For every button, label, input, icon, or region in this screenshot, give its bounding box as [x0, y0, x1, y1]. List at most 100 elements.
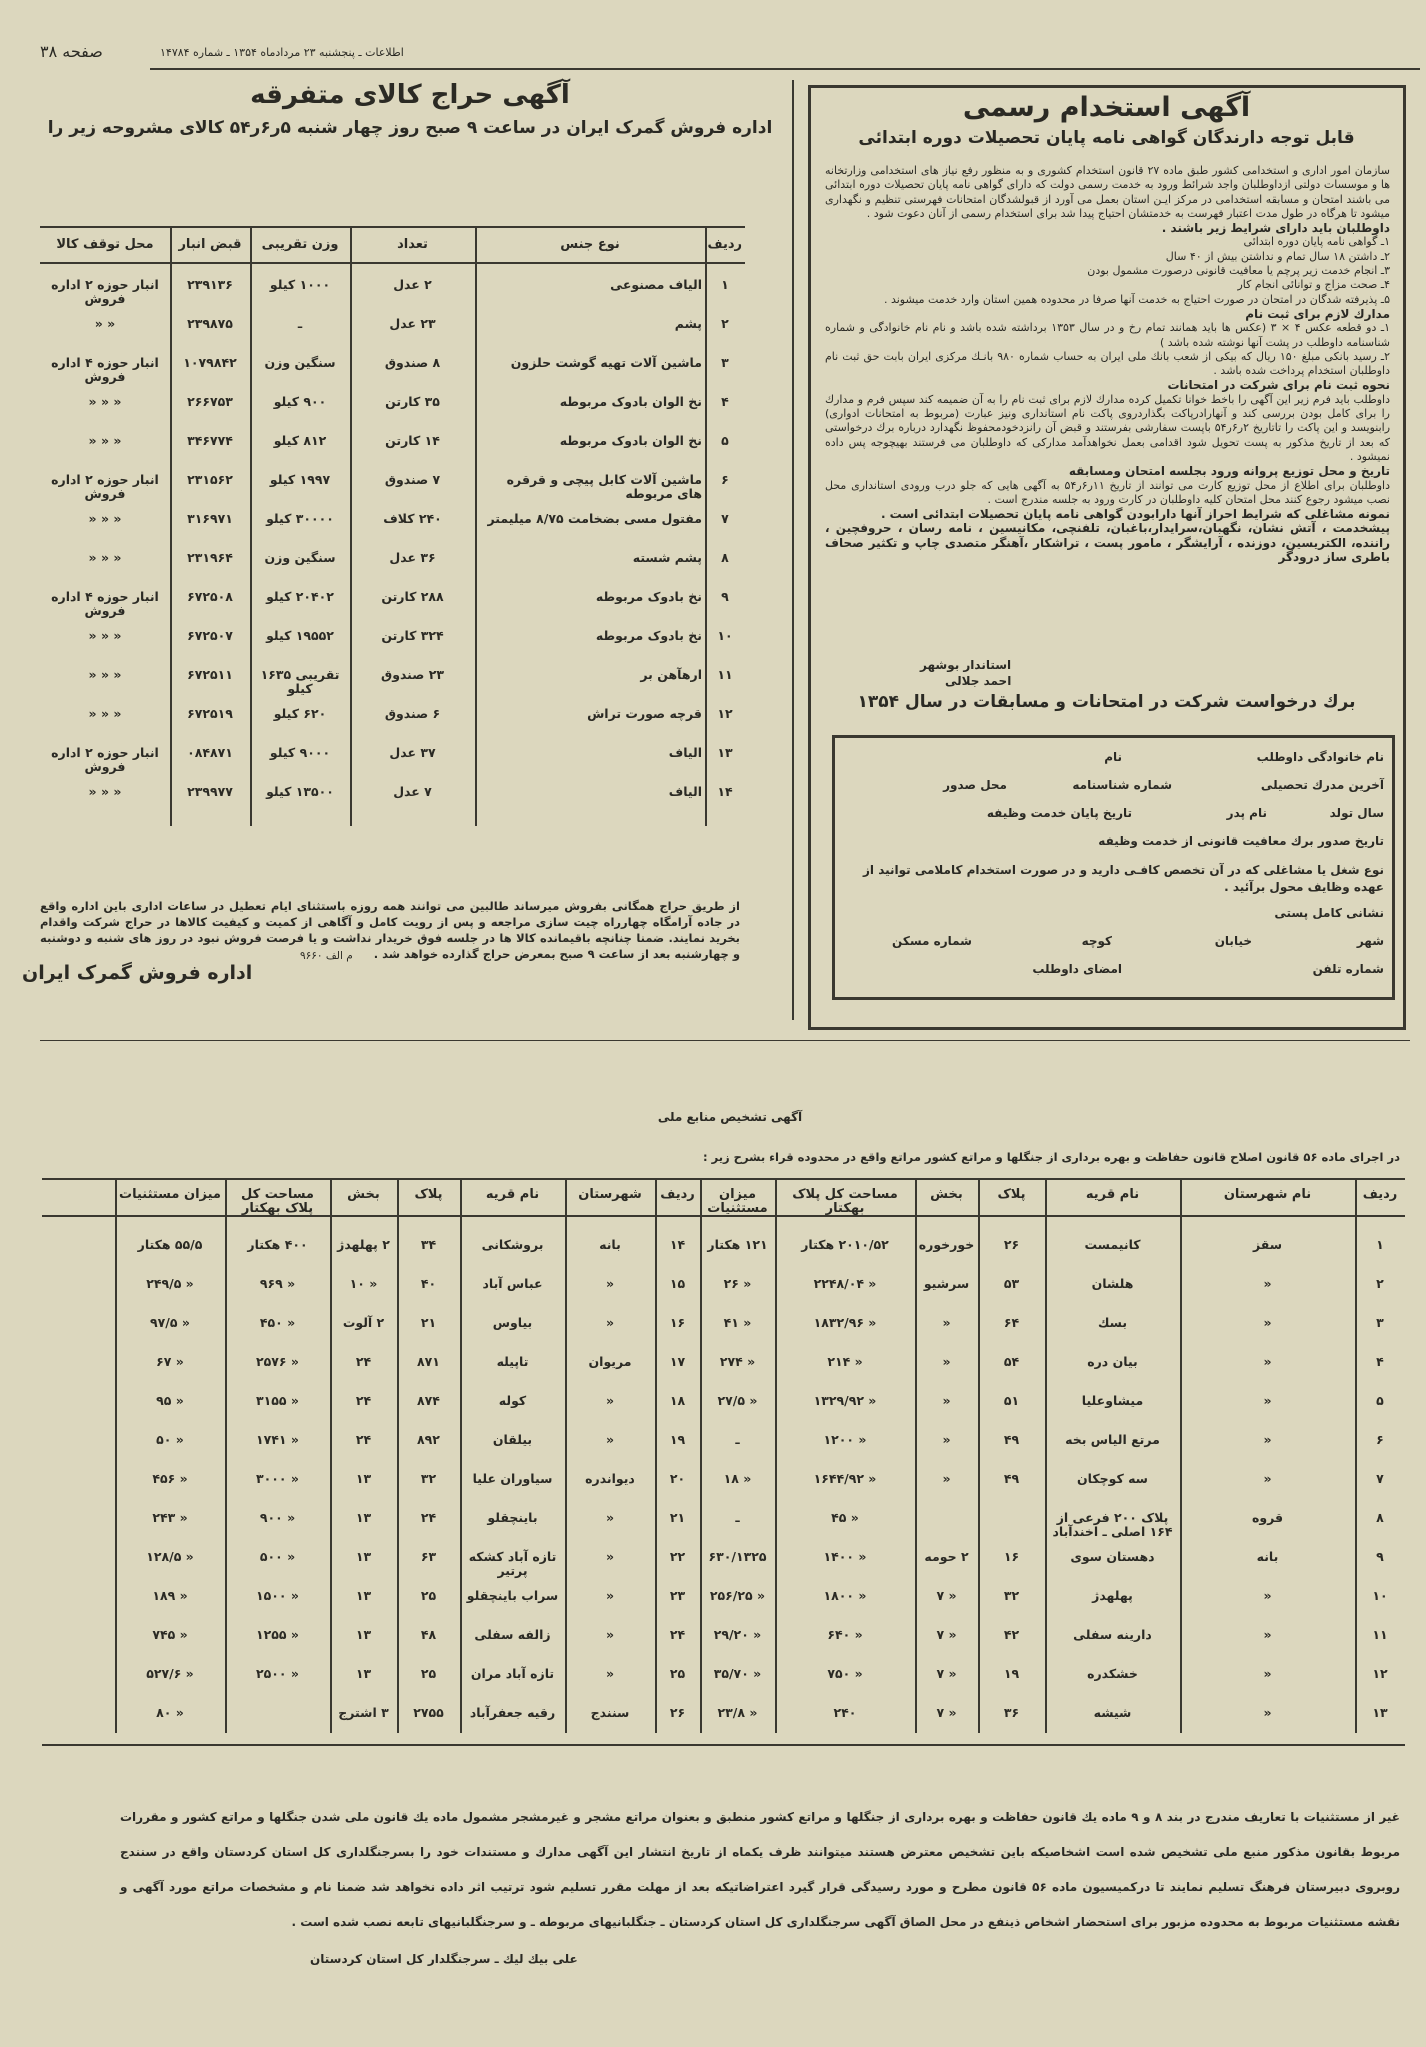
body-paragraph: سازمان امور اداری و استخدامی کشور طبق ما…	[825, 164, 1390, 220]
column-header: نام شهرستان	[1223, 1187, 1312, 1202]
table-row: ۵ « میشاوعلیا ۵۱ « « ۱۳۲۹/۹۲ « ۲۷/۵	[700, 1394, 1405, 1408]
table-cell: « « «	[88, 628, 122, 643]
table-cell: ۶۷۲۵۱۱	[187, 667, 233, 682]
table-cell: ۷ عدل	[393, 784, 432, 799]
table-row: ۴ « بیان دره ۵۴ « « ۲۱۴ « ۲۷۴	[700, 1355, 1405, 1369]
table-cell: « ۵۰	[156, 1432, 184, 1447]
body-paragraph: داوطلب باید فرم زیر این آگهی را باخط خوا…	[825, 392, 1391, 463]
table-cell: انبار حوزه ۲ اداره فروش	[51, 472, 159, 501]
table-cell: ۳۷ عدل	[389, 745, 436, 760]
table-cell: ۲۵	[420, 1666, 437, 1681]
table-row: ۲ « هلشان ۵۳ سرشیو « ۲۲۴۸/۰۴ « ۲۶	[700, 1277, 1405, 1291]
table-row: ۴ نخ الوان بادوک مربوطه ۳۵ کارتن ۹۰۰ کیلو ۲۶…	[40, 395, 745, 409]
table-cell: ۲۰	[669, 1471, 686, 1486]
table-cell: « ۳۰۰۰	[256, 1471, 299, 1486]
table-cell: « ۳۱۵۵	[256, 1393, 299, 1408]
table-row: ۹ نخ بادوک مربوطه ۲۸۸ کارتن ۲۰۴۰۲ کیلو ۶۷۲۵۰…	[40, 590, 745, 618]
field-family-name[interactable]: نام خانوادگی داوطلب	[1256, 750, 1384, 764]
field-service-end[interactable]: تاریخ پایان خدمت وظیفه	[986, 806, 1132, 820]
table-cell: ۱۳	[355, 1510, 372, 1525]
table-cell: ۵۴	[1003, 1354, 1020, 1369]
field-phone[interactable]: شماره تلفن	[1312, 962, 1384, 976]
table-cell: ۲۸۸ کارتن	[381, 589, 444, 604]
table-cell: « ۴۵	[831, 1510, 859, 1525]
table-cell: « « «	[88, 550, 122, 565]
field-father-name[interactable]: نام پدر	[1226, 806, 1267, 820]
table-cell: سنگین وزن	[264, 550, 336, 565]
table-cell: « ۱۸۹	[152, 1588, 188, 1603]
body-paragraph: تاریخ و محل توزیع پروانه ورود بجلسه امتح…	[1068, 464, 1390, 479]
field-id-number[interactable]: شماره شناسنامه	[1072, 778, 1172, 792]
table-row: ۶ ماشین آلات کابل پیچی و قرقره های مربوطه…	[40, 473, 745, 501]
table-cell: ۲۱	[669, 1510, 686, 1525]
field-city[interactable]: شهر	[1356, 934, 1384, 948]
table-row: ۱۴ بانه بروشکانی ۳۴ ۲ پهلهدژ ۴۰۰ هکتار ۵۵/۵ هک…	[115, 1238, 700, 1252]
field-signature[interactable]: امضای داوطلب	[1032, 962, 1122, 976]
field-last-degree[interactable]: آخرین مدرك تحصیلی	[1260, 778, 1384, 792]
body-paragraph: ۴ـ صحت مزاج و توانائی انجام کار	[1237, 278, 1390, 292]
table-cell: « ۲۹/۲۰	[713, 1627, 762, 1642]
table-cell: «	[1263, 1354, 1272, 1369]
table-row: ۱۴ الیاف ۷ عدل ۱۳۵۰۰ کیلو ۲۳۹۹۷۷ « « «	[40, 785, 745, 799]
table-cell: ۳۰۰۰۰ کیلو	[266, 511, 334, 526]
auction-subtitle: اداره فروش گمرک ایران در ساعت ۹ صبح روز …	[47, 118, 773, 138]
table-cell: ۲۴	[420, 1510, 437, 1525]
table-cell: ۲ حومه	[924, 1549, 969, 1564]
table-cell: رقیه جعفرآباد	[469, 1705, 556, 1720]
field-postal-address[interactable]: نشانی کامل پستی	[1274, 906, 1384, 920]
table-rule	[42, 1178, 1405, 1180]
table-cell: ۹	[721, 589, 729, 604]
column-line	[565, 1178, 567, 1733]
table-cell: « ۲۷/۵	[717, 1393, 758, 1408]
table-row: ۳ ماشین آلات تهیه گوشت حلزون ۸ صندوق سنگین …	[40, 356, 745, 384]
table-cell: باینچقلو	[487, 1510, 538, 1525]
table-cell: سقز	[1252, 1237, 1283, 1252]
field-issue-place[interactable]: محل صدور	[943, 778, 1007, 792]
table-cell: «	[1263, 1471, 1272, 1486]
table-cell: بانه	[1256, 1549, 1279, 1564]
table-cell: ۲۳۱۹۶۴	[187, 550, 233, 565]
table-cell: تازه آباد کشکه پرتیر	[468, 1549, 557, 1578]
body-paragraph: داوطلبان برای اطلاع از محل توزیع کارت می…	[825, 478, 1390, 506]
table-cell: «	[942, 1432, 951, 1447]
table-cell: « ۷	[936, 1705, 957, 1720]
table-cell: خشکدره	[1087, 1666, 1138, 1681]
table-cell: « ۲۵۶/۲۵	[709, 1588, 766, 1603]
table-cell: ۲۰۴۰۲ کیلو	[266, 589, 334, 604]
field-exemption-date[interactable]: تاریخ صدور برك معافیت قانونی از خدمت وظی…	[1098, 834, 1384, 848]
table-cell: «	[942, 1354, 951, 1369]
table-cell: ۲۰۱۰/۵۲ هکتار	[801, 1237, 889, 1252]
table-cell: ۳۶ عدل	[389, 550, 436, 565]
table-cell: ۳۵ کارتن	[385, 394, 440, 409]
table-cell: ۴۸	[420, 1627, 437, 1642]
field-house-number[interactable]: شماره مسکن	[892, 934, 972, 948]
field-street[interactable]: خیابان	[1214, 934, 1252, 948]
column-line	[1355, 1178, 1357, 1733]
table-cell: تقریبی ۱۶۳۵ کیلو	[260, 667, 340, 696]
field-job-type[interactable]: نوع شغل یا مشاغلی که در آن تخصص کافـی دا…	[863, 863, 1384, 894]
table-cell: ۲	[1376, 1276, 1384, 1291]
table-cell: ۱۳	[355, 1588, 372, 1603]
field-birth-year[interactable]: سال تولد	[1329, 806, 1384, 820]
table-cell: « ۱۳۲۹/۹۲	[813, 1393, 877, 1408]
table-cell: بسك	[1097, 1315, 1128, 1330]
table-cell: « ۴۱	[723, 1315, 752, 1330]
table-rule	[40, 262, 745, 264]
field-alley[interactable]: کوچه	[1081, 934, 1112, 948]
dateline: اطلاعات ـ پنجشنبه ۲۳ مردادماه ۱۳۵۴ ـ شما…	[160, 46, 404, 59]
table-cell: ۲۳۱۵۶۲	[187, 472, 233, 487]
table-cell: نخ الوان بادوک مربوطه	[559, 433, 702, 448]
table-row: ۱۵ « عباس آباد ۴۰ « ۱۰ « ۹۶۹ « ۲۴۹/۵	[115, 1277, 700, 1291]
table-cell: «	[605, 1276, 615, 1291]
table-cell: ۲۳۹۱۳۶	[187, 277, 233, 292]
table-cell: ۳۴۶۷۷۴	[187, 433, 233, 448]
field-name[interactable]: نام	[1104, 750, 1122, 764]
table-cell: ۲۴	[669, 1627, 686, 1642]
employment-body: سازمان امور اداری و استخدامی کشور طبق ما…	[825, 164, 1390, 564]
table-cell: ۸۷۱	[417, 1354, 440, 1369]
table-row: ۲۶ سنندج رقیه جعفرآباد ۲۷۵۵ ۳ اشترج « ۸۰	[115, 1706, 700, 1720]
table-cell: ۲۳۹۸۷۵	[187, 316, 233, 331]
header-rule	[150, 68, 1420, 70]
table-row: ۱۱ « دارینه سفلی ۴۲ « ۷ « ۶۴۰ « ۲۹/۲۰	[700, 1628, 1405, 1642]
table-cell: ۱	[721, 277, 729, 292]
